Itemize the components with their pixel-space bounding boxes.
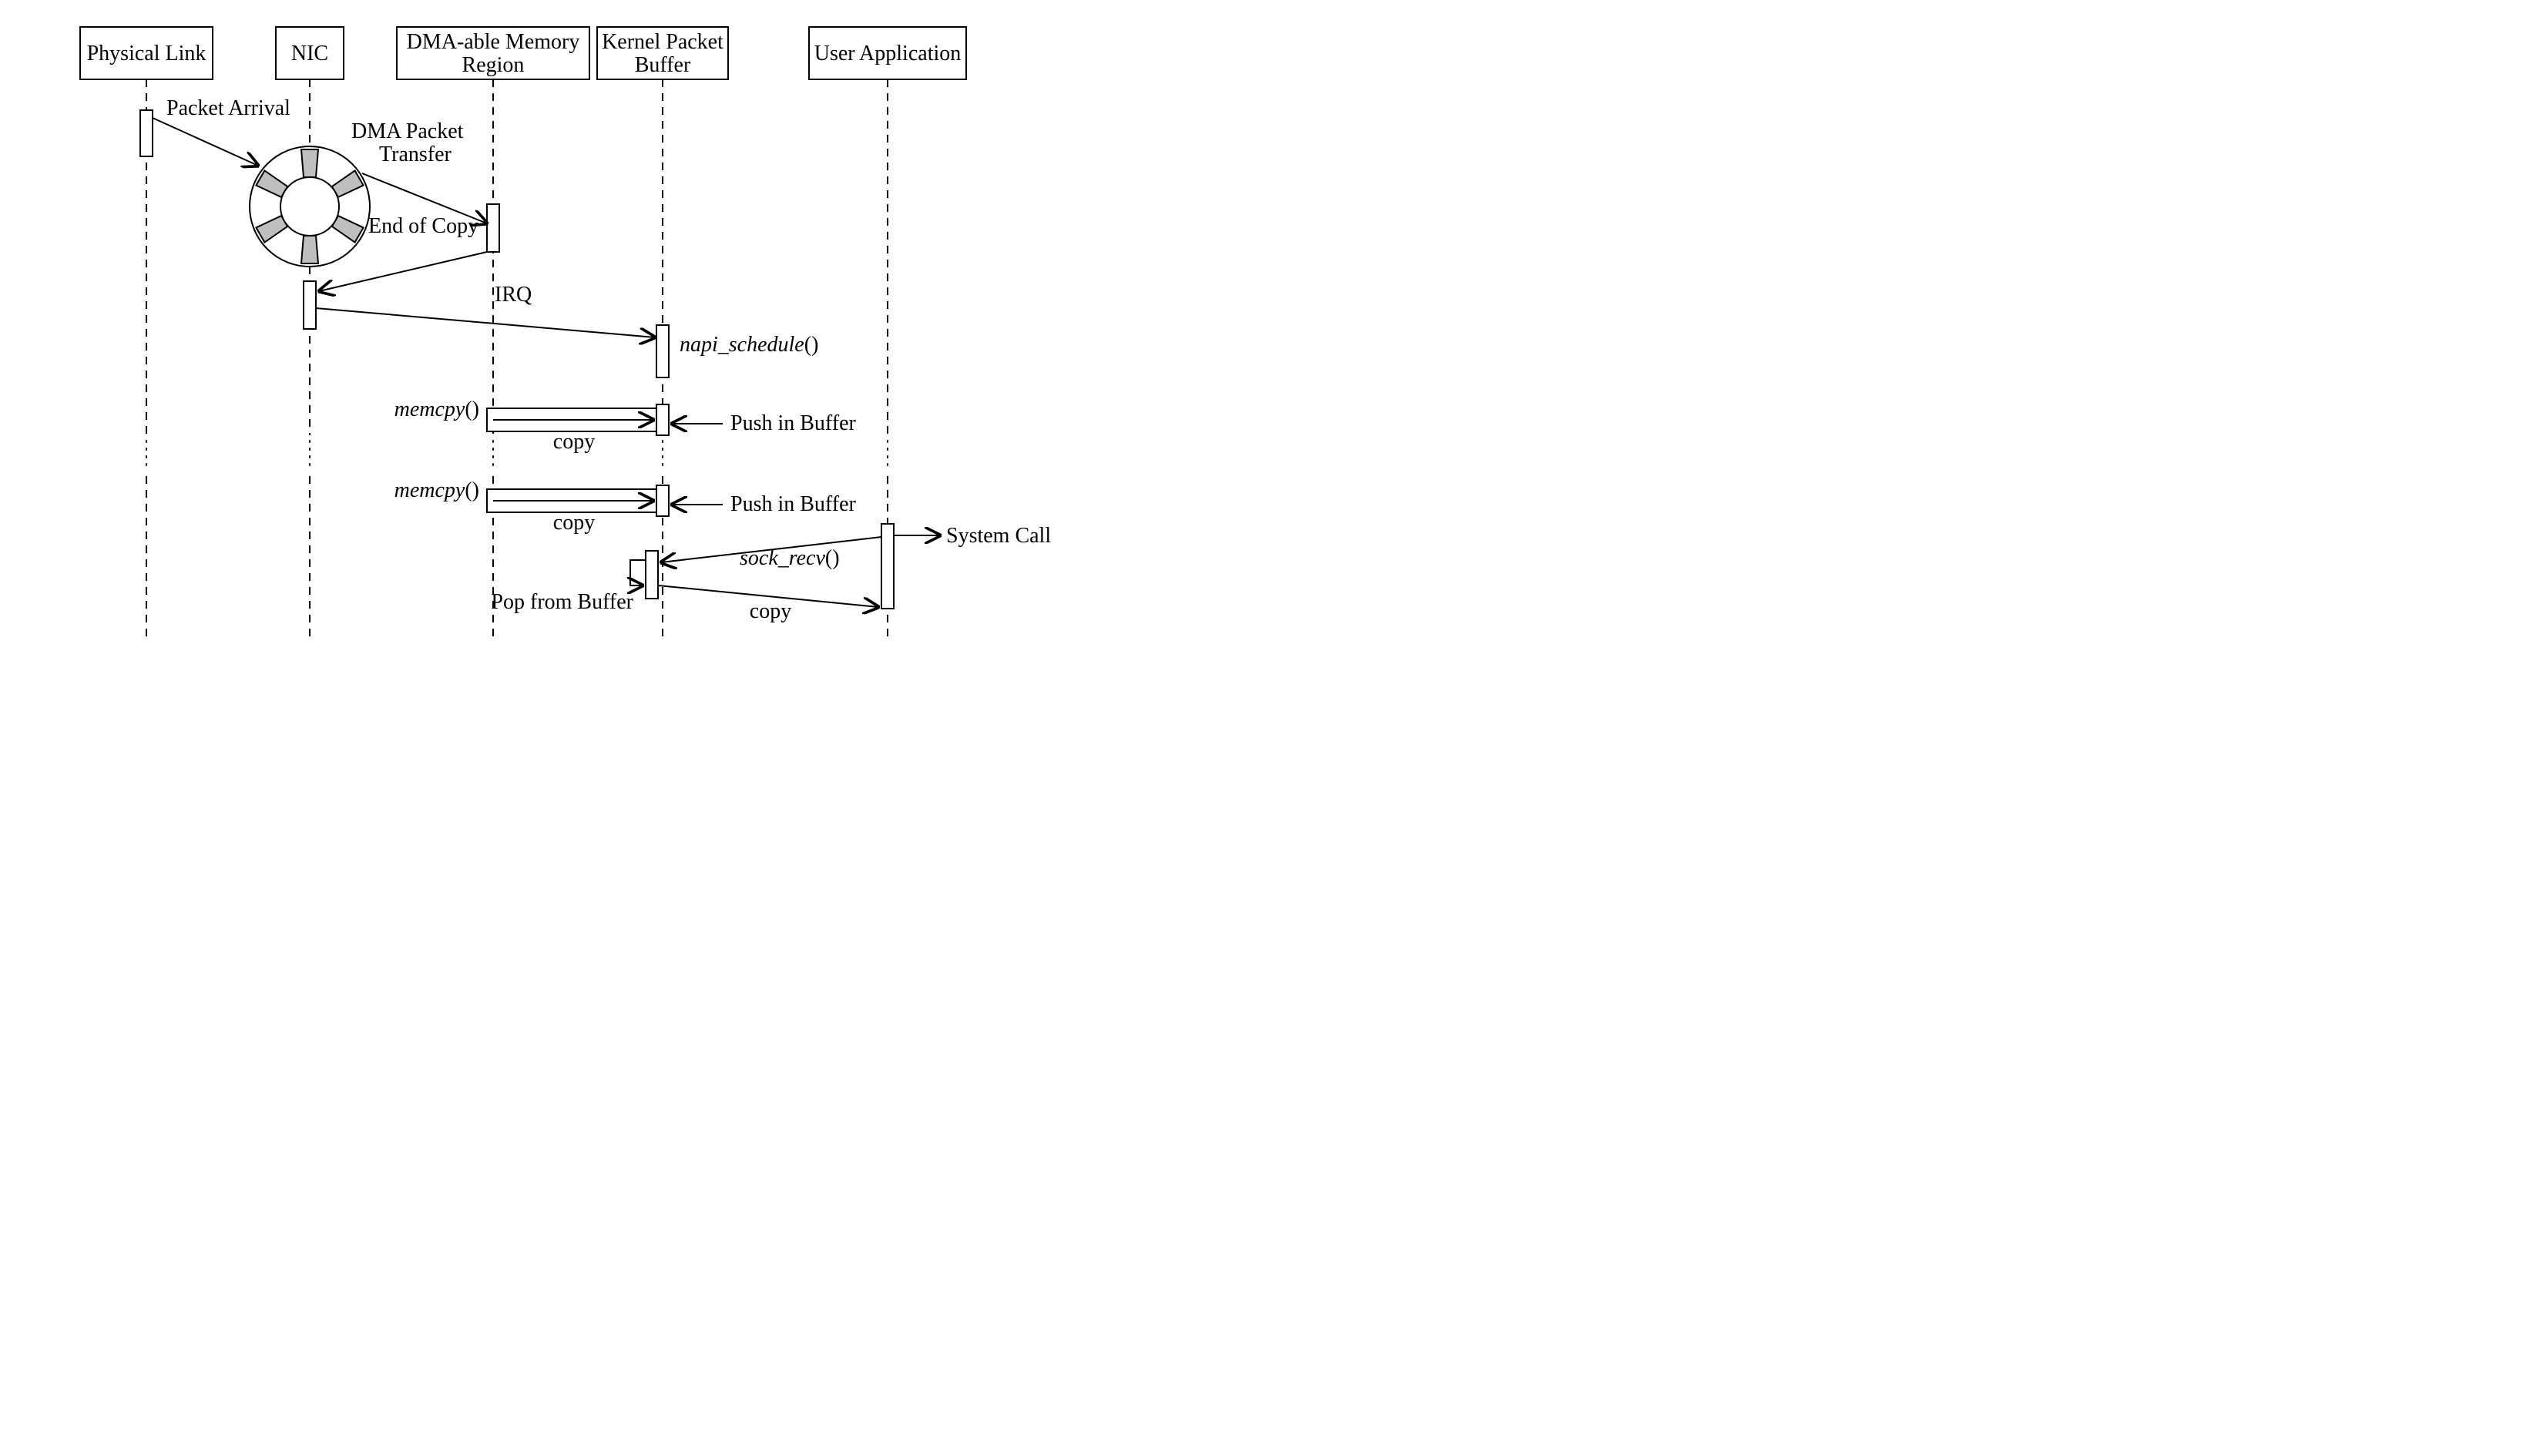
- msg-dma-transfer-1: DMA Packet: [351, 119, 464, 143]
- msg-push-1: Push in Buffer: [730, 411, 856, 435]
- lane-label-line2: Region: [462, 53, 525, 77]
- lane-dma-region: DMA-able Memory Region: [397, 27, 589, 79]
- msg-copy-1: copy: [553, 430, 595, 454]
- msg-memcpy-2: memcpy(): [394, 478, 479, 502]
- msg-pop: Pop from Buffer: [491, 590, 633, 614]
- lane-kernel-buffer: Kernel Packet Buffer: [597, 27, 728, 79]
- msg-system-call: System Call: [946, 524, 1051, 548]
- lane-user-app: User Application: [809, 27, 966, 79]
- lane-label-line1: DMA-able Memory: [407, 30, 580, 54]
- ring-buffer-icon: [250, 146, 370, 267]
- msg-packet-arrival: Packet Arrival: [166, 96, 290, 120]
- msg-memcpy-1: memcpy(): [394, 398, 479, 421]
- msg-copy-2: copy: [553, 511, 595, 535]
- sequence-diagram: Physical Link NIC DMA-able Memory Region…: [0, 0, 2548, 655]
- lane-label: Physical Link: [87, 42, 206, 65]
- msg-copy-3: copy: [750, 599, 791, 623]
- msg-napi-schedule: napi_schedule(): [680, 333, 818, 357]
- lane-label-line2: Buffer: [635, 53, 691, 77]
- msg-irq: IRQ: [495, 283, 532, 307]
- lane-label: NIC: [291, 42, 328, 65]
- lane-label-line1: Kernel Packet: [602, 30, 723, 54]
- msg-dma-transfer-2: Transfer: [379, 143, 452, 166]
- lane-physical-link: Physical Link: [80, 27, 213, 79]
- msg-push-2: Push in Buffer: [730, 492, 856, 516]
- msg-end-of-copy: End of Copy: [368, 214, 478, 238]
- lane-nic: NIC: [276, 27, 344, 79]
- lane-label: User Application: [814, 42, 962, 65]
- msg-sock-recv: sock_recv(): [740, 546, 840, 570]
